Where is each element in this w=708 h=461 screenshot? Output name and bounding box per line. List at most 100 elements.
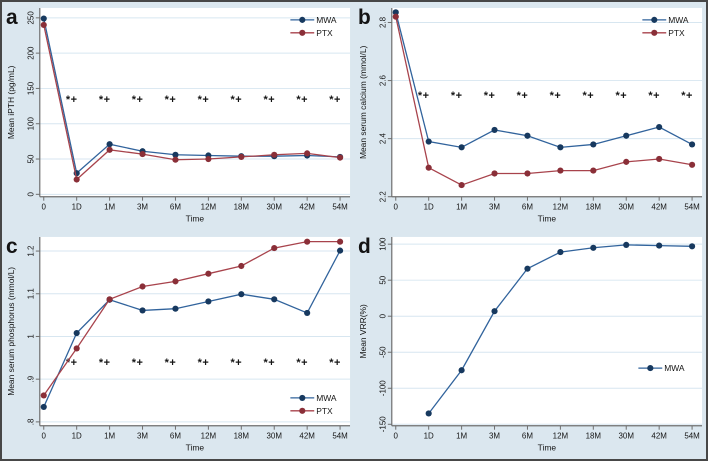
axes: 0 50 100 150 200 250 0 1D 1M 3M 6M 12M 18M 30M 42M 54M <box>26 7 351 212</box>
sig-mark: *+ <box>231 357 243 369</box>
axes: .8 .9 1 1.1 1.2 0 1D 1M 3M 6M 12M 18M 30M 42M 54M <box>26 236 351 440</box>
y-tick-label: 100 <box>26 117 35 131</box>
sig-mark: *+ <box>66 94 78 106</box>
series-PTX-line <box>395 16 693 186</box>
series-MWA-marker <box>491 126 498 134</box>
x-tick-label: 3M <box>137 203 148 212</box>
plot-area <box>391 7 703 197</box>
panel-c-chart: .8 .9 1 1.1 1.2 0 1D 1M 3M 6M 12M 18M 30M 42M 54M Mean … <box>6 234 351 452</box>
x-tick-label: 54M <box>684 431 699 440</box>
legend-label: PTX <box>316 28 333 38</box>
sig-mark: *+ <box>263 94 275 106</box>
series-MWA-marker <box>656 242 663 249</box>
series-MWA-marker <box>524 265 531 272</box>
x-tick-label: 1D <box>424 431 434 440</box>
series-PTX-marker <box>304 150 311 157</box>
panel-d-chart: -150 -100 -50 0 50 100 0 1D 1M 3M 6M 12M 18M 30M 42M 54… <box>358 234 703 452</box>
x-tick-label: 6M <box>522 203 533 212</box>
series-PTX-marker <box>271 244 278 251</box>
panel-letter: c <box>6 234 18 257</box>
series-PTX-marker <box>271 151 278 158</box>
series-PTX-marker <box>139 282 146 290</box>
panel-b-chart: 2.2 2.4 2.6 2.8 0 1D 1M 3M 6M 12M 18M 30M 42M 54M Mean… <box>358 6 703 224</box>
legend: MWA <box>638 363 685 373</box>
series-MWA-marker <box>688 242 696 249</box>
sig-mark: *+ <box>198 357 210 369</box>
series-PTX-marker <box>205 270 212 277</box>
legend-marker-sample <box>651 29 658 36</box>
x-tick-label: 3M <box>489 431 500 440</box>
x-tick-label: 30M <box>267 203 282 212</box>
series-PTX-marker <box>656 155 663 163</box>
series-MWA-marker <box>656 123 663 131</box>
y-tick-label: .8 <box>26 417 35 424</box>
y-axis-title: Mean VRR(%) <box>358 303 368 358</box>
x-tick-label: 54M <box>684 203 699 212</box>
x-tick-label: 12M <box>201 203 216 212</box>
legend-item-MWA: MWA <box>290 392 337 402</box>
x-tick-label: 0 <box>394 203 399 212</box>
panel-a: 0 50 100 150 200 250 0 1D 1M 3M 6M 12M 18M 30M 42M 54M M… <box>2 2 354 231</box>
series-PTX-marker <box>205 155 212 163</box>
series-PTX-marker <box>106 146 113 153</box>
legend-label: PTX <box>668 28 685 38</box>
y-tick-label: -50 <box>378 345 387 357</box>
x-tick-label: 42M <box>299 203 314 212</box>
x-tick-label: 18M <box>586 431 601 440</box>
y-tick-label: -150 <box>378 415 387 431</box>
sig-mark: *+ <box>484 90 496 102</box>
series-MWA-marker <box>172 151 179 158</box>
y-tick-label: 1.1 <box>26 287 35 299</box>
legend-marker-sample <box>651 16 658 23</box>
x-tick-label: 1D <box>72 203 82 212</box>
series-PTX-marker <box>73 344 80 352</box>
sig-mark: *+ <box>165 94 177 106</box>
legend-marker-sample <box>299 16 306 23</box>
x-tick-label: 0 <box>42 431 47 440</box>
sig-mark: *+ <box>583 90 595 102</box>
x-tick-label: 42M <box>299 431 314 440</box>
series-MWA-marker <box>172 305 179 312</box>
x-tick-label: 1M <box>104 203 115 212</box>
y-tick-label: 150 <box>26 81 35 95</box>
panel-a-chart: 0 50 100 150 200 250 0 1D 1M 3M 6M 12M 18M 30M 42M 54M M… <box>6 6 351 224</box>
series-MWA-marker <box>392 9 399 16</box>
series-MWA-marker <box>557 144 564 151</box>
series-MWA-marker <box>205 297 212 305</box>
series-PTX <box>40 21 344 183</box>
series-PTX-marker <box>73 176 80 183</box>
series-MWA-marker <box>271 295 278 302</box>
series-PTX-marker <box>139 151 146 158</box>
x-tick-label: 0 <box>42 203 47 212</box>
legend: MWA PTX <box>290 392 337 415</box>
sig-mark: *+ <box>296 357 308 369</box>
x-tick-label: 18M <box>234 203 249 212</box>
x-tick-label: 12M <box>553 203 568 212</box>
significance-marks: *+ *+ *+ *+ *+ *+ *+ *+ *+ <box>66 357 341 369</box>
sig-mark: *+ <box>648 90 660 102</box>
y-axis-title: Mean iPTH (pg/mL) <box>6 65 16 139</box>
series-MWA-marker <box>425 409 432 417</box>
series-PTX-marker <box>392 13 399 20</box>
sig-mark: *+ <box>681 90 693 102</box>
legend-item-PTX: PTX <box>290 28 333 38</box>
sig-mark: *+ <box>165 357 177 369</box>
series-PTX-marker <box>524 170 531 177</box>
x-tick-label: 1M <box>104 431 115 440</box>
x-tick-label: 42M <box>651 431 666 440</box>
series-MWA-marker <box>458 366 465 373</box>
series-MWA <box>425 241 696 417</box>
series-PTX-marker <box>336 154 344 161</box>
series-MWA-marker <box>40 403 47 410</box>
series-PTX-marker <box>172 277 179 284</box>
series-PTX-marker <box>458 182 465 189</box>
series-PTX-marker <box>336 238 344 245</box>
series-PTX-marker <box>172 156 179 163</box>
legend-label: MWA <box>668 15 689 25</box>
series-MWA-marker <box>106 141 113 148</box>
sig-mark: *+ <box>231 94 243 106</box>
x-axis-title: Time <box>186 442 205 452</box>
panel-letter: d <box>358 234 371 257</box>
panel-d: -150 -100 -50 0 50 100 0 1D 1M 3M 6M 12M 18M 30M 42M 54… <box>354 231 706 460</box>
x-tick-label: 12M <box>201 431 216 440</box>
